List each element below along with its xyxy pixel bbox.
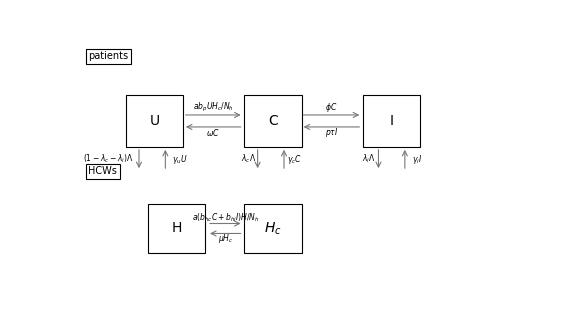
Text: H: H bbox=[171, 222, 181, 236]
Text: I: I bbox=[390, 114, 393, 128]
Text: HCWs: HCWs bbox=[88, 166, 117, 176]
Text: $H_c$: $H_c$ bbox=[264, 220, 282, 237]
Text: patients: patients bbox=[88, 51, 129, 61]
Text: $\omega C$: $\omega C$ bbox=[206, 127, 220, 138]
Text: $\gamma_u U$: $\gamma_u U$ bbox=[172, 153, 188, 166]
Text: U: U bbox=[149, 114, 159, 128]
FancyBboxPatch shape bbox=[148, 203, 205, 253]
FancyBboxPatch shape bbox=[244, 203, 302, 253]
Text: $\phi C$: $\phi C$ bbox=[325, 101, 337, 114]
Text: $a(b_{hc}C+b_{hi}I)H/N_h$: $a(b_{hc}C+b_{hi}I)H/N_h$ bbox=[192, 211, 259, 224]
Text: $ab_p UH_c/N_h$: $ab_p UH_c/N_h$ bbox=[193, 101, 234, 114]
Text: $\lambda_i\Lambda$: $\lambda_i\Lambda$ bbox=[362, 153, 376, 165]
Text: $\gamma_c C$: $\gamma_c C$ bbox=[287, 153, 302, 166]
Text: $\lambda_c\Lambda$: $\lambda_c\Lambda$ bbox=[241, 153, 256, 165]
FancyBboxPatch shape bbox=[244, 95, 302, 147]
Text: $\mu H_c$: $\mu H_c$ bbox=[218, 232, 234, 245]
Text: $\gamma_i I$: $\gamma_i I$ bbox=[412, 153, 422, 166]
FancyBboxPatch shape bbox=[126, 95, 183, 147]
Text: $(1-\lambda_c-\lambda_i)\Lambda$: $(1-\lambda_c-\lambda_i)\Lambda$ bbox=[83, 153, 134, 165]
Text: $p\tau I$: $p\tau I$ bbox=[325, 126, 338, 139]
Text: C: C bbox=[268, 114, 278, 128]
FancyBboxPatch shape bbox=[363, 95, 420, 147]
